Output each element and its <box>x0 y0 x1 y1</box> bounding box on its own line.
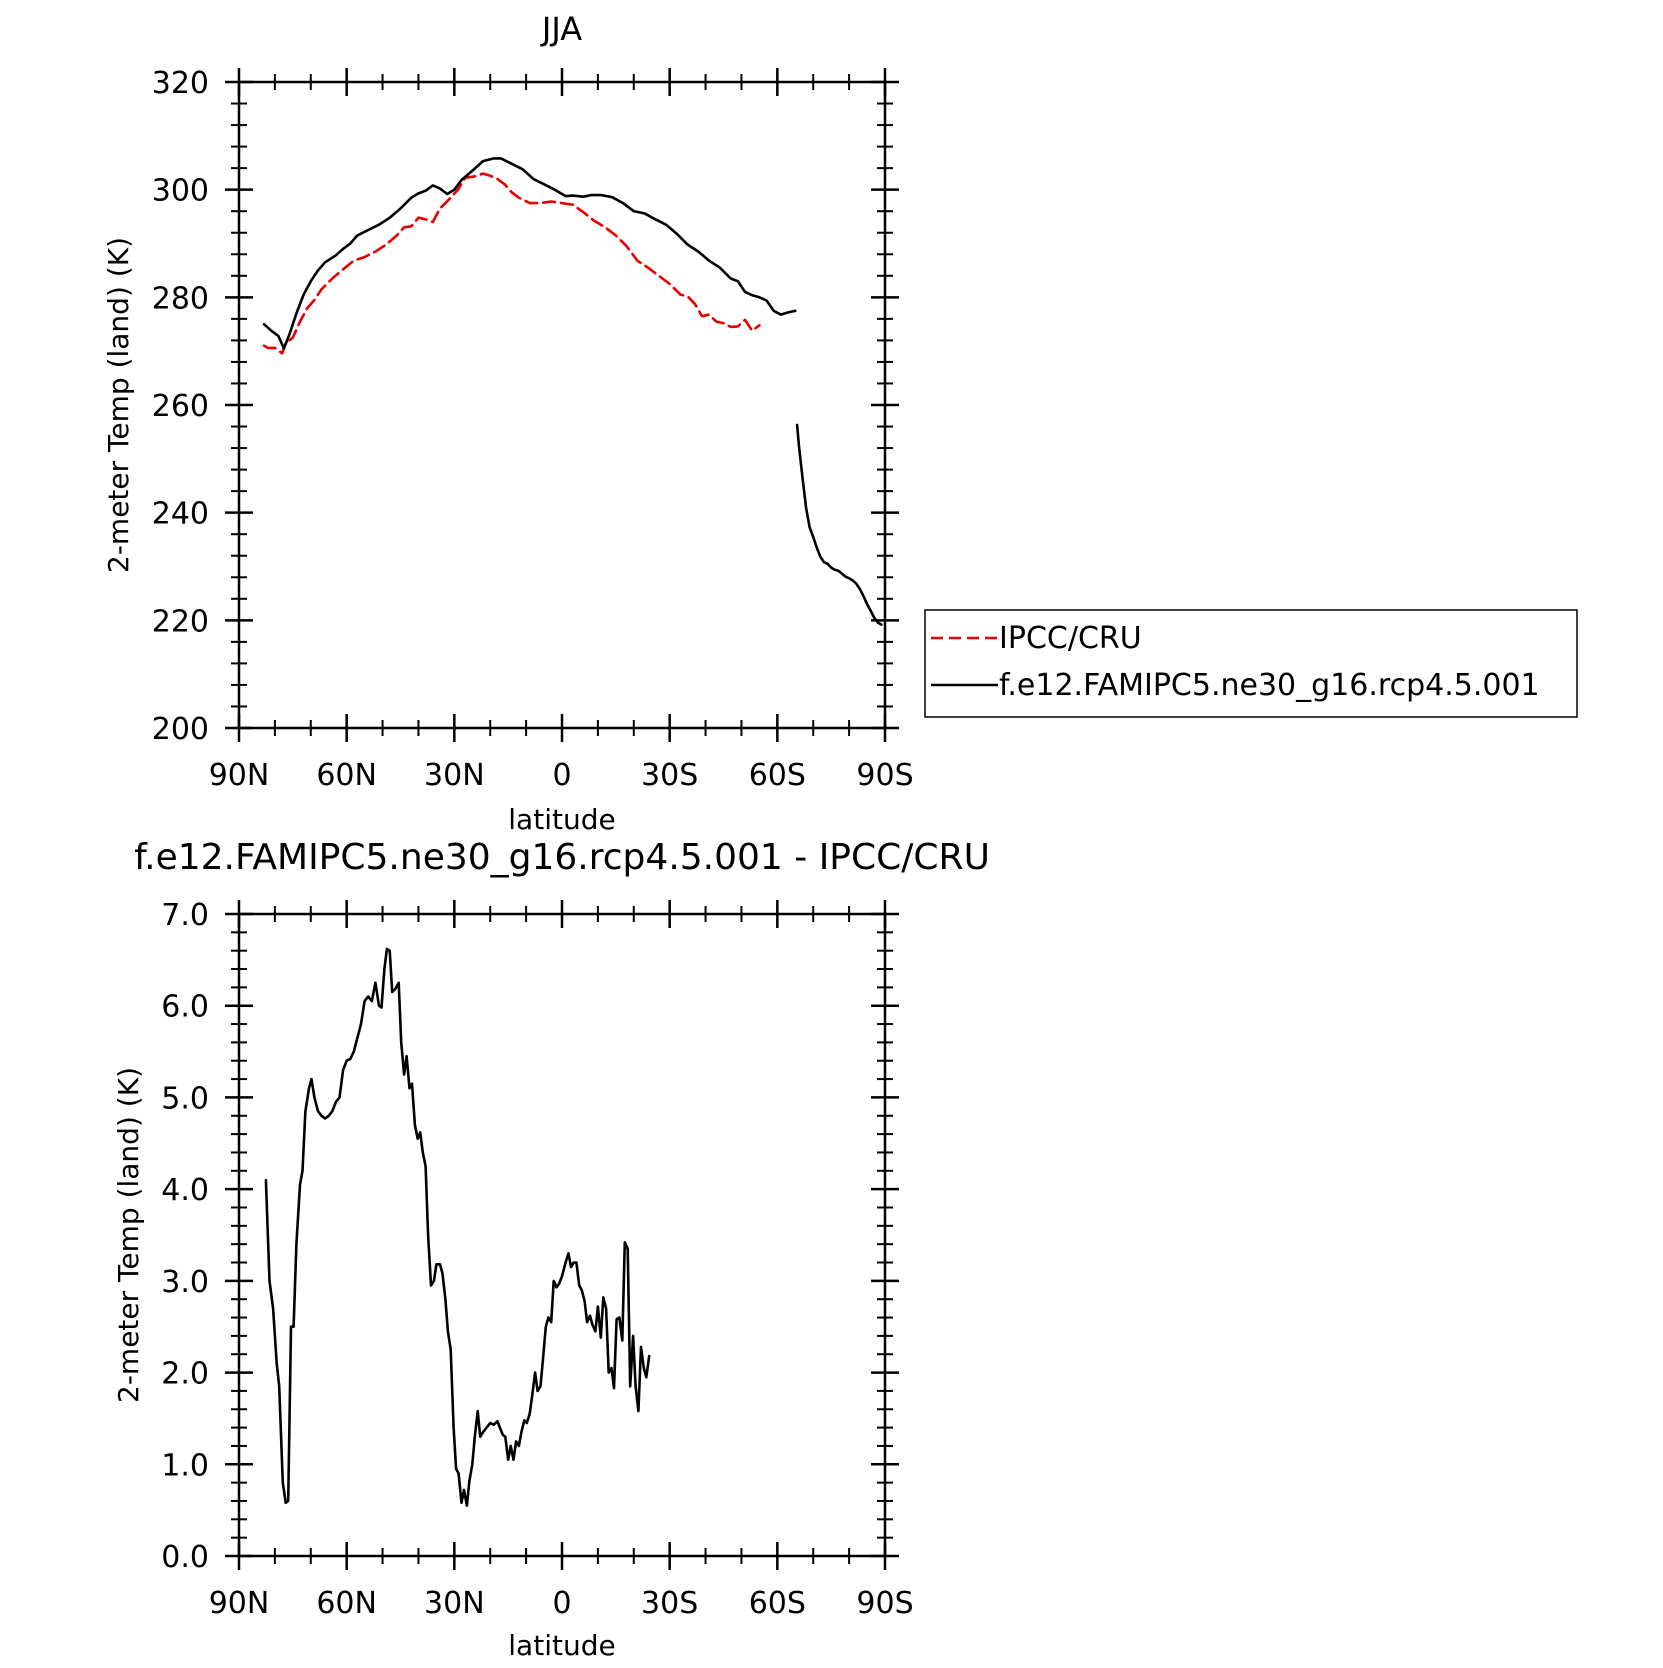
panel-top-x-tick-label: 0 <box>552 758 571 793</box>
panel-bottom-y-tick-label: 5.0 <box>161 1081 209 1116</box>
panel-bottom-y-tick-label: 0.0 <box>161 1540 209 1575</box>
panel-bottom-x-tick-label: 30S <box>641 1586 698 1621</box>
panel-top-series <box>262 157 883 626</box>
panel-bottom-y-tick-label: 6.0 <box>161 990 209 1025</box>
panel-top-x-tick-label: 90N <box>209 758 270 793</box>
panel-top-x-tick-label: 90S <box>856 758 913 793</box>
legend-box <box>924 609 1578 718</box>
panel-bottom-x-tick-label: 60S <box>749 1586 806 1621</box>
panel-top: JJA 200 220 240 260 280 300 320 90N 60N 30N 0 30S 6… <box>102 10 914 836</box>
panel-bottom-x-tick-label: 0 <box>552 1586 571 1621</box>
panel-bottom-series-line-difference-0 <box>264 947 651 1507</box>
panel-bottom-x-tick-label: 90N <box>209 1586 270 1621</box>
panel-top-x-tick-labels: 90N 60N 30N 0 30S 60S 90S <box>209 758 914 793</box>
panel-bottom-x-tick-labels: 90N 60N 30N 0 30S 60S 90S <box>209 1586 914 1621</box>
panel-top-x-tick-label: 60S <box>749 758 806 793</box>
legend: IPCC/CRU f.e12.FAMIPC5.ne30_g16.rcp4.5.0… <box>924 609 1578 718</box>
panel-top-series-line-ipcc-cru-0 <box>262 172 761 355</box>
panel-top-y-tick-label: 200 <box>152 712 209 747</box>
panel-top-y-tick-label: 240 <box>152 497 209 532</box>
panel-bottom-y-tick-label: 4.0 <box>161 1173 209 1208</box>
panel-bottom-y-tick-label: 7.0 <box>161 898 209 933</box>
panel-top-y-tick-labels: 200 220 240 260 280 300 320 <box>152 66 209 747</box>
panel-top-x-tick-label: 30S <box>641 758 698 793</box>
panel-top-y-tick-label: 220 <box>152 604 209 639</box>
panel-bottom-y-axis-label: 2-meter Temp (land) (K) <box>112 1067 145 1403</box>
panel-top-ticks <box>225 68 899 742</box>
legend-label-ipcc-cru: IPCC/CRU <box>999 621 1142 656</box>
panel-top-y-tick-label: 280 <box>152 281 209 316</box>
panel-bottom-y-tick-label: 1.0 <box>161 1448 209 1483</box>
panel-top-y-tick-label: 300 <box>152 174 209 209</box>
panel-top-frame <box>237 80 887 730</box>
panel-bottom-x-tick-label: 90S <box>856 1586 913 1621</box>
panel-top-x-tick-label: 30N <box>424 758 485 793</box>
panel-bottom-ticks <box>225 900 899 1570</box>
panel-top-y-tick-label: 260 <box>152 389 209 424</box>
panel-top-series-line-f-e12-famipc5-ne30-g16-rcp4-5-001-2 <box>795 423 883 626</box>
panel-bottom-y-tick-label: 3.0 <box>161 1265 209 1300</box>
panel-top-x-axis-label: latitude <box>508 803 615 836</box>
panel-bottom-x-axis-label: latitude <box>508 1629 615 1662</box>
panel-bottom: f.e12.FAMIPC5.ne30_g16.rcp4.5.001 - IPCC… <box>112 837 990 1662</box>
panel-bottom-y-tick-labels: 0.0 1.0 2.0 3.0 4.0 5.0 6.0 7.0 <box>161 898 209 1575</box>
panel-top-series-line-f-e12-famipc5-ne30-g16-rcp4-5-001-1 <box>262 157 797 350</box>
panel-bottom-frame <box>237 912 887 1558</box>
panel-bottom-title: f.e12.FAMIPC5.ne30_g16.rcp4.5.001 - IPCC… <box>134 837 990 878</box>
panel-bottom-series <box>264 947 651 1507</box>
panel-top-y-tick-label: 320 <box>152 66 209 101</box>
panel-top-y-axis-label: 2-meter Temp (land) (K) <box>102 237 135 573</box>
legend-label-model: f.e12.FAMIPC5.ne30_g16.rcp4.5.001 <box>999 668 1540 703</box>
panel-bottom-x-tick-label: 30N <box>424 1586 485 1621</box>
panel-top-title: JJA <box>540 10 582 48</box>
panel-bottom-y-tick-label: 2.0 <box>161 1357 209 1392</box>
panel-top-x-tick-label: 60N <box>316 758 377 793</box>
panel-bottom-x-tick-label: 60N <box>316 1586 377 1621</box>
